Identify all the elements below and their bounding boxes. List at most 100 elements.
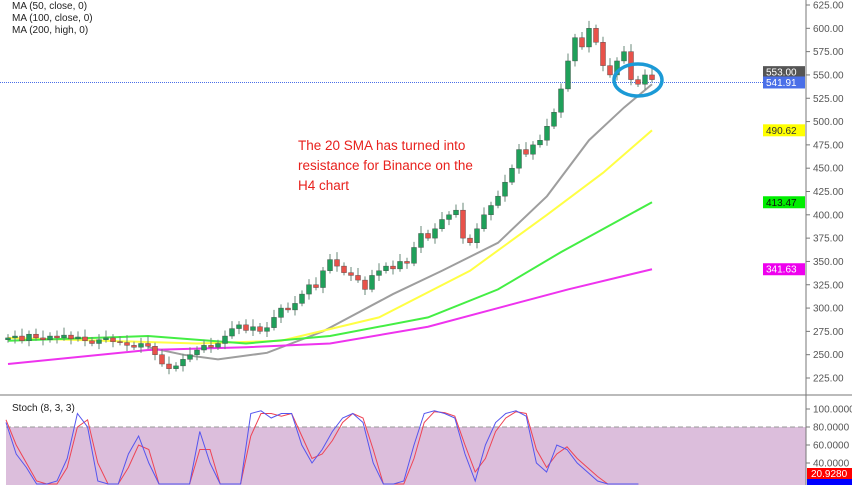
candle: [376, 270, 382, 276]
price-tick-label: 500.00: [813, 117, 844, 128]
candle: [649, 74, 655, 80]
stoch-value-bg: [807, 479, 852, 485]
price-label-bg: [763, 196, 805, 209]
candle: [453, 209, 459, 216]
annotation-text: The 20 SMA has turned into resistance fo…: [298, 138, 473, 193]
candle: [586, 28, 592, 48]
highlight-circle: [612, 62, 664, 98]
candle: [425, 233, 431, 239]
candle: [516, 149, 522, 169]
price-tick-label: 475.00: [813, 140, 844, 151]
candle: [635, 79, 641, 85]
candle: [397, 261, 403, 270]
candle: [334, 259, 340, 267]
candle: [54, 335, 60, 339]
candle: [5, 337, 11, 340]
candle: [12, 335, 18, 339]
price-label-bg: [763, 263, 805, 276]
price-tick-label: 250.00: [813, 350, 844, 361]
price-label-bg: [763, 124, 805, 137]
candle: [558, 88, 564, 113]
candle: [236, 324, 242, 329]
price-tick-label: 375.00: [813, 234, 844, 245]
candle: [313, 284, 319, 288]
candle: [390, 265, 396, 270]
candle: [103, 337, 109, 340]
candle: [187, 354, 193, 360]
candle: [19, 335, 25, 341]
ma200-line: [7, 268, 653, 366]
candle: [47, 335, 53, 340]
candle: [509, 167, 515, 183]
candle: [439, 219, 445, 230]
candle: [327, 259, 333, 271]
candle: [278, 307, 284, 318]
stoch-k-line: [5, 410, 639, 485]
price-tick-label: 600.00: [813, 24, 844, 35]
candle: [320, 270, 326, 288]
candle: [68, 334, 74, 340]
candle: [117, 341, 123, 343]
candle: [600, 42, 606, 66]
stoch-tick-label: 40.0000: [813, 459, 850, 470]
candle: [404, 261, 410, 264]
price-tick-label: 425.00: [813, 187, 844, 198]
candle: [110, 337, 116, 342]
candle: [138, 343, 144, 348]
candle: [222, 335, 228, 344]
candle: [26, 333, 32, 341]
price-tick-label: 400.00: [813, 210, 844, 221]
candle: [243, 324, 249, 331]
candle: [96, 339, 102, 344]
candle: [173, 365, 179, 369]
candle: [544, 126, 550, 141]
candle: [474, 228, 480, 243]
candle: [75, 336, 81, 340]
price-tick-label: 550.00: [813, 70, 844, 81]
candle: [467, 237, 473, 243]
price-tick-label: 225.00: [813, 374, 844, 385]
candle: [229, 328, 235, 337]
candle: [285, 307, 291, 311]
candle: [131, 345, 137, 348]
candle: [411, 247, 417, 264]
candle: [299, 293, 305, 304]
candle: [530, 144, 536, 155]
candle: [201, 345, 207, 351]
ma100-line: [7, 201, 653, 345]
candle: [180, 359, 186, 367]
candle: [418, 233, 424, 248]
price-label: 541.91: [766, 78, 797, 89]
price-label: 341.63: [766, 265, 797, 276]
ma20-line: [147, 83, 653, 361]
legend-ma100: MA (100, close, 0): [12, 13, 93, 24]
candle: [383, 265, 389, 271]
stoch-tick-label: 60.0000: [813, 441, 850, 452]
stoch-tick-label: 100.0000: [813, 405, 852, 416]
price-tick-label: 575.00: [813, 47, 844, 58]
candle: [432, 228, 438, 239]
candle: [271, 317, 277, 328]
candle: [593, 28, 599, 43]
candle: [61, 334, 67, 339]
candle: [355, 275, 361, 281]
candle: [89, 340, 95, 344]
price-tick-label: 525.00: [813, 94, 844, 105]
candle: [579, 37, 585, 48]
candle: [362, 279, 368, 290]
candle: [306, 284, 312, 295]
price-label-bg: [763, 66, 805, 79]
price-label: 413.47: [766, 198, 797, 209]
price-tick-label: 325.00: [813, 280, 844, 291]
candle: [607, 65, 613, 76]
candle: [523, 149, 529, 155]
candle: [264, 327, 270, 332]
candle: [446, 214, 452, 220]
price-label-bg: [763, 76, 805, 89]
candle: [341, 265, 347, 273]
stoch-value-label: 20.9280: [811, 469, 848, 480]
candle: [33, 333, 39, 339]
candle: [82, 336, 88, 341]
price-label: 490.62: [766, 126, 797, 137]
